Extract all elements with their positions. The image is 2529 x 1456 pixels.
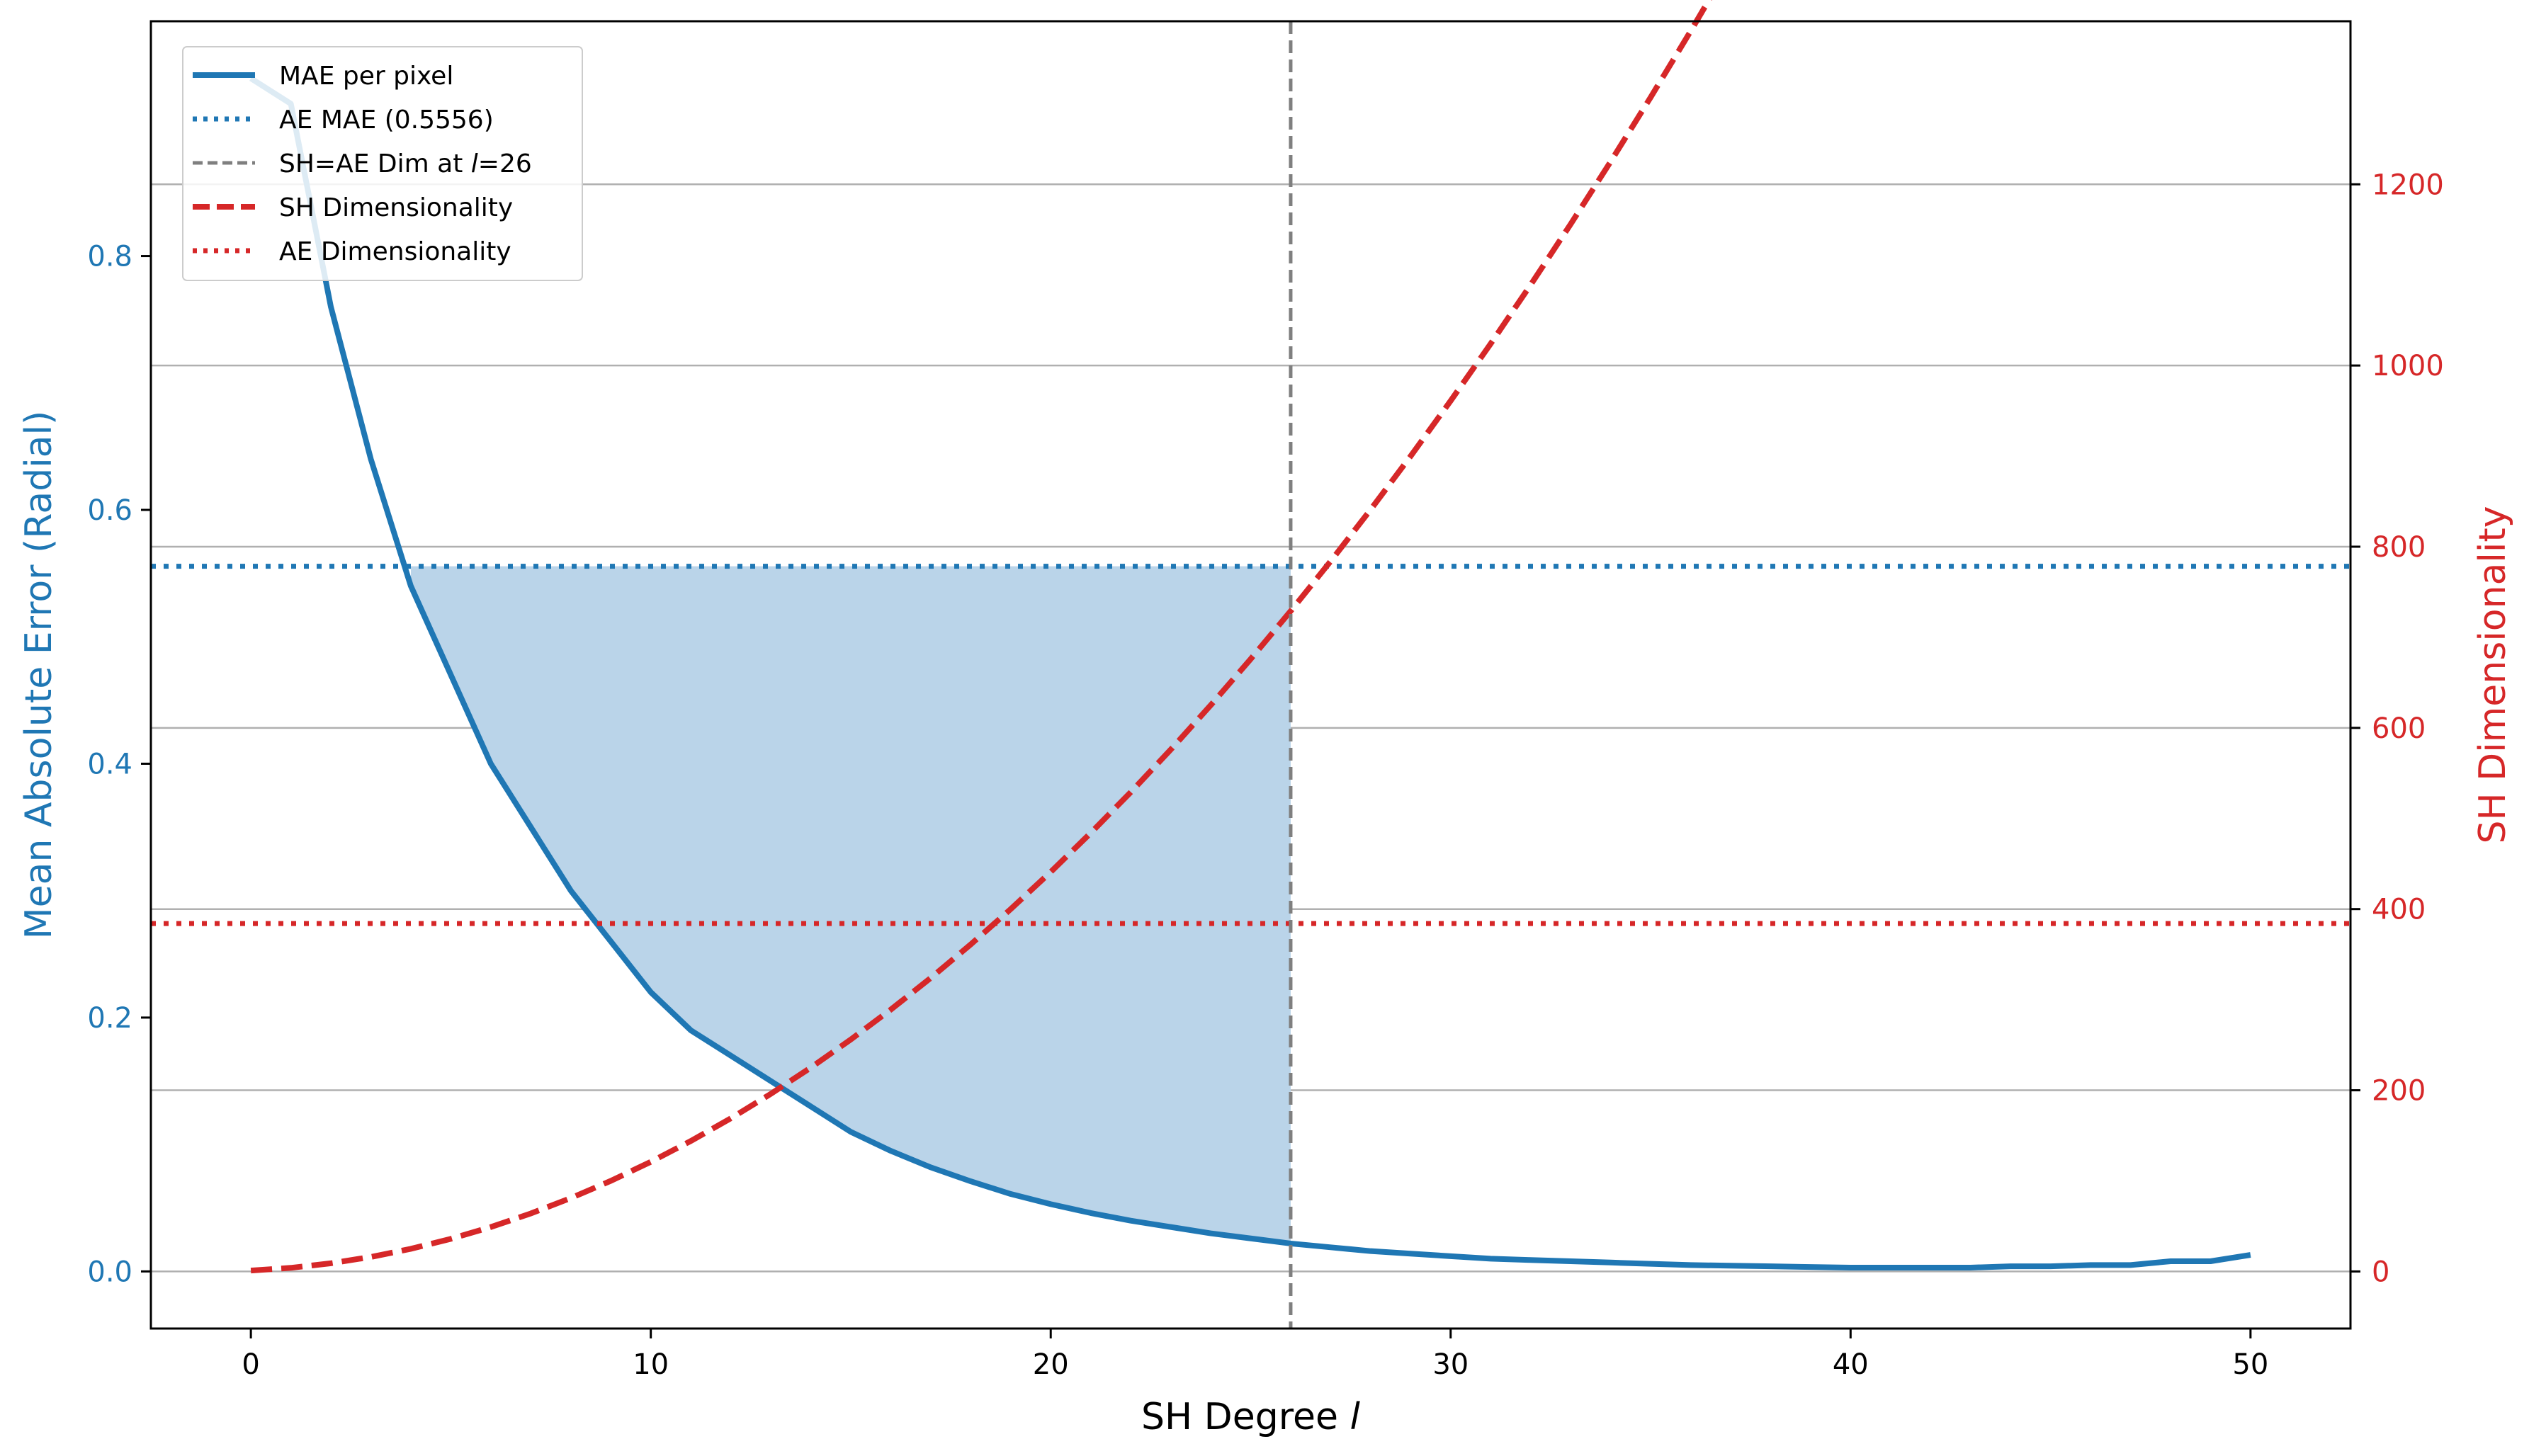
ticks-layer: 0 10 20 30 40 50 0.0 0.2 0.4 0.6 0.8 0 200 400 600 800 1…	[87, 169, 2443, 1381]
shaded-region	[410, 566, 1291, 1244]
legend-label: SH Dimensionality	[279, 193, 513, 222]
series-sh-dimensionality	[250, 0, 1713, 1274]
y-right-tick-label: 800	[2372, 531, 2426, 564]
x-tick-label: 10	[633, 1348, 669, 1381]
plot-frame	[149, 20, 2352, 1330]
series-layer	[151, 0, 2350, 1329]
legend-label: MAE per pixel	[279, 62, 453, 91]
y-right-tick-label: 200	[2372, 1075, 2426, 1108]
x-tick-label: 40	[1833, 1348, 1869, 1381]
y-left-tick-label: 0.8	[87, 241, 132, 273]
x-axis-title: SH Degree l	[1141, 1396, 1360, 1438]
y-left-tick-label: 0.0	[87, 1256, 132, 1288]
x-tick-label: 0	[242, 1348, 259, 1381]
y-right-tick-label: 1200	[2372, 169, 2444, 201]
legend-label: SH=AE Dim at l=26	[279, 149, 532, 178]
series-mae-per-pixel	[249, 76, 2251, 1270]
y-left-tick-label: 0.6	[87, 494, 132, 527]
y-right-tick-label: 400	[2372, 894, 2426, 926]
y-left-tick-label: 0.4	[87, 748, 132, 780]
x-tick-label: 30	[1432, 1348, 1469, 1381]
y-right-tick-label: 600	[2372, 712, 2426, 745]
x-tick-label: 20	[1033, 1348, 1069, 1381]
legend-label: AE MAE (0.5556)	[279, 106, 494, 135]
y-axis-right-title: SH Dimensionality	[2472, 506, 2514, 844]
x-tick-label: 50	[2232, 1348, 2268, 1381]
legend: MAE per pixel AE MAE (0.5556) SH=AE Dim at…	[182, 46, 583, 281]
shaded-area	[410, 566, 1291, 1244]
y-left-tick-label: 0.2	[87, 1002, 132, 1035]
y-axis-left-title: Mean Absolute Error (Radial)	[18, 411, 60, 939]
legend-label: AE Dimensionality	[279, 237, 511, 266]
legend-box	[182, 46, 583, 281]
y-right-tick-label: 1000	[2372, 350, 2444, 382]
y-right-tick-label: 0	[2372, 1256, 2389, 1288]
